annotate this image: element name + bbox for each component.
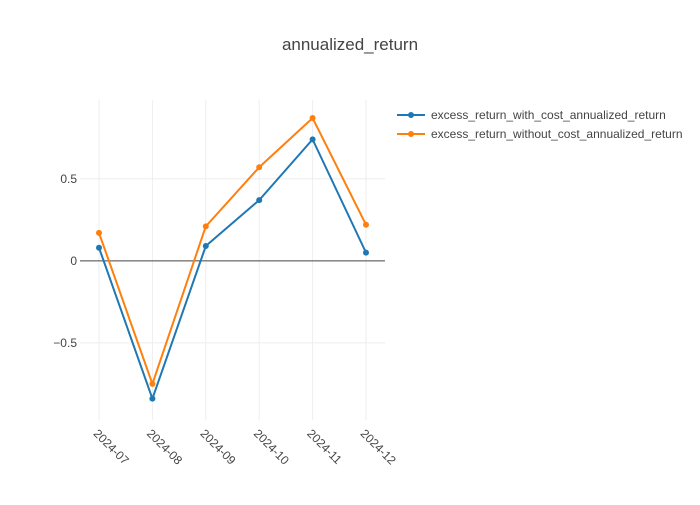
data-point[interactable]: [309, 115, 316, 122]
data-point[interactable]: [363, 249, 369, 256]
data-point[interactable]: [202, 243, 209, 250]
legend-marker-icon: [408, 112, 414, 118]
data-point[interactable]: [96, 244, 102, 251]
data-point[interactable]: [256, 197, 263, 204]
y-tick-label: 0.5: [60, 172, 77, 186]
chart-title: annualized_return: [282, 35, 418, 54]
legend-item[interactable]: excess_return_without_cost_annualized_re…: [397, 127, 683, 141]
data-point[interactable]: [363, 221, 369, 228]
x-tick-label: 2024-08: [144, 426, 185, 467]
legend-label: excess_return_without_cost_annualized_re…: [431, 127, 683, 141]
grid: [80, 100, 385, 420]
data-point[interactable]: [309, 136, 316, 143]
legend[interactable]: excess_return_with_cost_annualized_retur…: [397, 108, 683, 141]
x-tick-label: 2024-12: [358, 426, 399, 467]
data-point[interactable]: [202, 223, 209, 230]
y-tick-label: 0: [70, 254, 77, 268]
x-tick-label: 2024-10: [251, 426, 292, 467]
legend-item[interactable]: excess_return_with_cost_annualized_retur…: [397, 108, 666, 122]
legend-label: excess_return_with_cost_annualized_retur…: [431, 108, 666, 122]
series-line: [98, 138, 367, 400]
x-tick-label: 2024-11: [304, 426, 345, 467]
y-tick-label: −0.5: [53, 336, 77, 350]
series-line: [98, 117, 367, 385]
data-point[interactable]: [149, 380, 156, 387]
x-tick-label: 2024-09: [197, 426, 238, 467]
series-1: [96, 136, 369, 402]
series-2: [96, 115, 369, 387]
x-tick-label: 2024-07: [91, 426, 132, 467]
data-point[interactable]: [149, 395, 156, 402]
data-point[interactable]: [256, 164, 263, 171]
data-point[interactable]: [96, 229, 102, 236]
axes: −0.5 0 0.5 2024-07 2024-08 2024-09 2024-10 2024…: [53, 172, 399, 468]
legend-marker-icon: [408, 131, 414, 137]
series-layer: [96, 115, 369, 402]
